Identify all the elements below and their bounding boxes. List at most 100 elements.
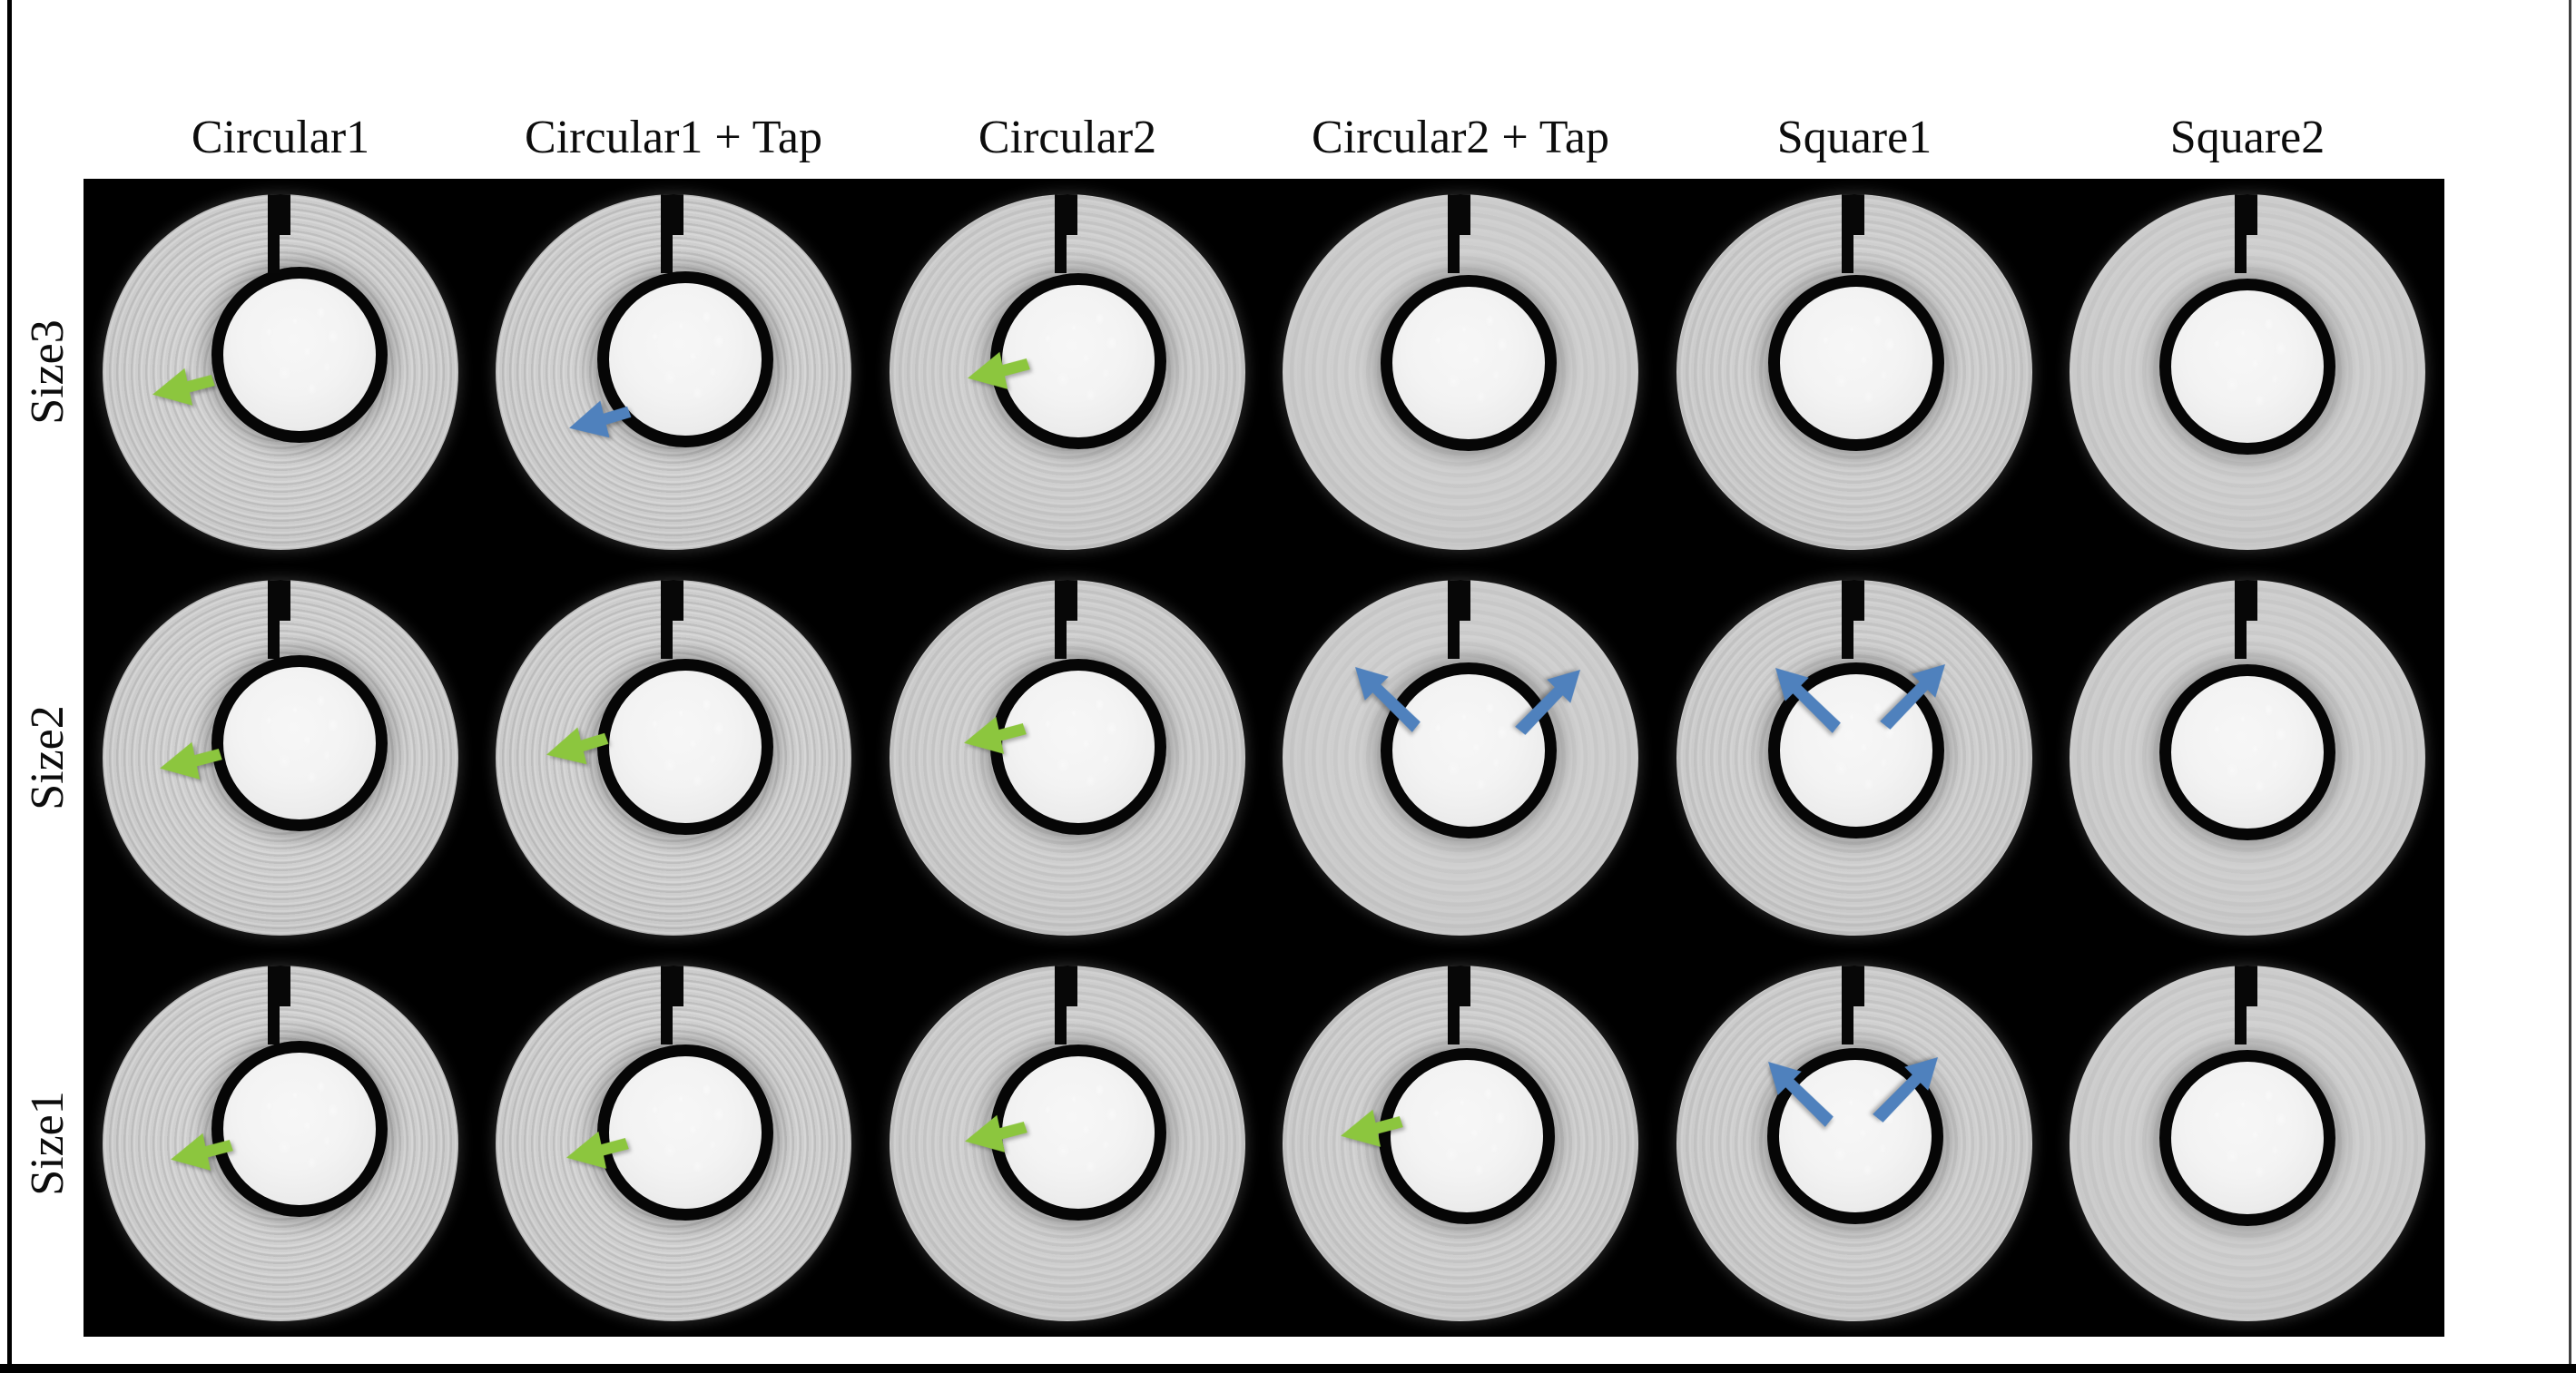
phantom-disk: [496, 579, 852, 936]
disk-notch: [661, 579, 684, 659]
row-label-size2: Size2: [21, 705, 74, 810]
blue-arrow-icon: [568, 400, 631, 438]
phantom-disk: [1676, 193, 2032, 550]
phantom-disk: [2070, 579, 2426, 936]
green-arrow-shape: [965, 1114, 1027, 1152]
disk-notch: [267, 579, 290, 659]
scan-cell: [2051, 564, 2445, 950]
phantom-disk: [102, 579, 458, 936]
scan-cell: [477, 951, 871, 1337]
scan-cell: [2051, 179, 2445, 564]
scan-cell: [1657, 951, 2051, 1337]
inner-ring: [1767, 274, 1944, 451]
blue-arrow-shape: [1873, 1056, 1938, 1123]
phantom-disk: [1283, 579, 1639, 936]
scan-cell: [1657, 179, 2051, 564]
green-arrow-shape: [968, 352, 1030, 390]
phantom-disk: [1283, 193, 1639, 550]
disk-notch: [1841, 966, 1864, 1045]
column-header-square2: Square2: [2169, 112, 2325, 163]
column-header-circular1: Circular1: [191, 112, 370, 163]
green-arrow-shape: [964, 716, 1027, 754]
figure-border-bottom: [0, 1364, 2576, 1373]
scan-cell: [870, 951, 1264, 1337]
phantom-disk: [2070, 966, 2426, 1322]
blue-arrow-shape: [1514, 670, 1580, 736]
column-header-circular2-tap: Circular2 + Tap: [1312, 112, 1609, 163]
green-arrow-icon: [1340, 1109, 1403, 1147]
column-header-circular1-tap: Circular1 + Tap: [525, 112, 822, 163]
blue-arrow-icon: [1880, 664, 1945, 731]
blue-arrow-shape: [1354, 667, 1421, 733]
scan-cell: [477, 564, 871, 950]
scan-cell: [870, 179, 1264, 564]
green-arrow-icon: [152, 368, 215, 407]
disk-notch: [1448, 579, 1471, 659]
phantom-disk: [1676, 966, 2032, 1322]
figure-border-left: [7, 0, 12, 1373]
column-header-circular2: Circular2: [978, 112, 1157, 163]
figure-border-right: [2569, 0, 2571, 1373]
scan-cell: [84, 951, 477, 1337]
scan-cell: [1264, 951, 1658, 1337]
disk-notch: [1054, 966, 1077, 1045]
disk-notch: [267, 193, 290, 273]
green-arrow-icon: [546, 727, 608, 764]
phantom-disk: [889, 966, 1245, 1322]
green-arrow-icon: [160, 741, 222, 780]
blue-arrow-shape: [1880, 664, 1945, 731]
scan-cell: [84, 564, 477, 950]
inner-ring: [2159, 1050, 2336, 1227]
green-arrow-shape: [152, 368, 215, 407]
scan-cell: [84, 179, 477, 564]
disk-notch: [1448, 193, 1471, 273]
green-arrow-shape: [160, 741, 222, 780]
inner-ring: [2159, 663, 2336, 840]
scan-cell: [1264, 179, 1658, 564]
blue-arrow-icon: [1354, 667, 1421, 733]
blue-arrow-shape: [568, 400, 631, 438]
disk-notch: [1448, 966, 1471, 1045]
inner-ring: [597, 658, 774, 835]
blue-arrow-shape: [1768, 1061, 1834, 1127]
scan-cell: [1264, 564, 1658, 950]
phantom-disk: [2070, 193, 2426, 550]
green-arrow-shape: [565, 1131, 629, 1169]
green-arrow-icon: [968, 352, 1030, 390]
inner-ring: [1381, 274, 1558, 451]
column-header-square1: Square1: [1776, 112, 1932, 163]
green-arrow-shape: [171, 1133, 233, 1171]
green-arrow-icon: [965, 1114, 1027, 1152]
inner-ring: [989, 1044, 1166, 1221]
phantom-disk: [1676, 579, 2032, 936]
inner-ring: [211, 266, 388, 443]
row-label-size3: Size3: [21, 319, 74, 425]
phantom-disk: [1283, 966, 1639, 1322]
inner-ring: [2159, 278, 2336, 455]
blue-arrow-icon: [1873, 1056, 1938, 1123]
row-label-size1: Size1: [21, 1091, 74, 1196]
disk-notch: [661, 193, 684, 273]
phantom-disk: [102, 966, 458, 1322]
disk-notch: [1054, 193, 1077, 273]
disk-notch: [1841, 193, 1864, 273]
phantom-disk: [496, 966, 852, 1322]
blue-arrow-icon: [1775, 668, 1841, 734]
blue-arrow-shape: [1775, 668, 1841, 734]
green-arrow-icon: [565, 1131, 629, 1169]
inner-ring: [1381, 662, 1558, 839]
phantom-disk: [889, 193, 1245, 550]
disk-notch: [2235, 966, 2258, 1045]
scan-cell: [1657, 564, 2051, 950]
green-arrow-shape: [1340, 1109, 1403, 1147]
scan-grid-panel: [84, 179, 2444, 1337]
disk-notch: [267, 966, 290, 1045]
blue-arrow-icon: [1768, 1061, 1834, 1127]
phantom-disk: [889, 579, 1245, 936]
green-arrow-icon: [171, 1133, 233, 1171]
phantom-disk: [102, 193, 458, 550]
green-arrow-icon: [964, 716, 1027, 754]
scan-cell: [870, 564, 1264, 950]
inner-ring: [211, 654, 388, 831]
scan-cell: [477, 179, 871, 564]
